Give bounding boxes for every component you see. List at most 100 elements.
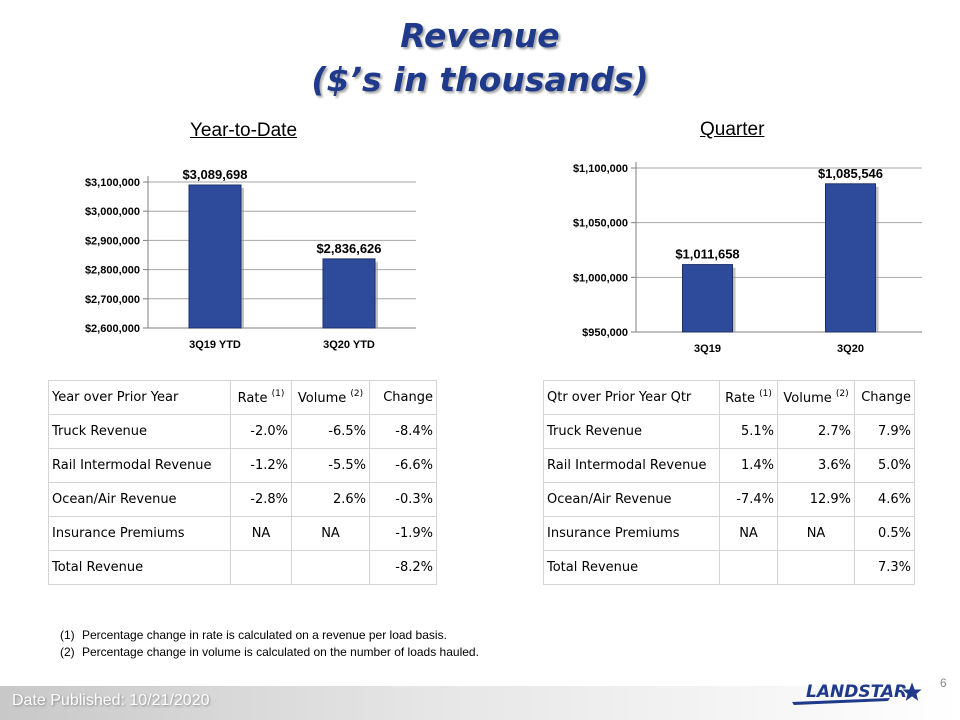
x-tick-label: 3Q20 YTD (323, 339, 375, 351)
data-label: $1,085,546 (818, 166, 883, 181)
change-cell: -8.2% (369, 550, 437, 585)
quarter-change-table: Qtr over Prior Year Qtr Rate (1) Volume … (543, 380, 915, 585)
row-label: Rail Intermodal Revenue (48, 448, 231, 483)
header-period: Qtr over Prior Year Qtr (543, 380, 720, 415)
table-row: Insurance Premiums NA NA 0.5% (543, 516, 915, 551)
volume-cell: 12.9% (777, 482, 855, 517)
landstar-logo: LANDSTAR (792, 679, 925, 705)
change-cell: 0.5% (854, 516, 915, 551)
rate-cell (719, 550, 778, 585)
table-row: Ocean/Air Revenue -2.8% 2.6% -0.3% (48, 482, 437, 517)
row-label: Truck Revenue (48, 414, 231, 449)
rate-cell (230, 550, 292, 585)
y-tick-label: $2,800,000 (85, 265, 140, 277)
volume-cell: NA (777, 516, 855, 551)
ytd-change-table: Year over Prior Year Rate (1) Volume (2)… (48, 380, 437, 585)
y-tick-label: $2,900,000 (85, 235, 140, 247)
row-label: Ocean/Air Revenue (48, 482, 231, 517)
page-title: Revenue (400, 16, 560, 55)
change-cell: 5.0% (854, 448, 915, 483)
header-period: Year over Prior Year (48, 380, 231, 415)
y-tick-label: $1,050,000 (573, 218, 628, 230)
header-rate: Rate (1) (719, 380, 778, 415)
data-label: $3,089,698 (182, 167, 247, 182)
bar (188, 184, 242, 329)
row-label: Insurance Premiums (48, 516, 231, 551)
table-row: Ocean/Air Revenue -7.4% 12.9% 4.6% (543, 482, 915, 517)
footnote-text: Percentage change in volume is calculate… (82, 645, 479, 659)
date-published: Date Published: 10/21/2020 (12, 692, 210, 709)
rate-cell: 1.4% (719, 448, 778, 483)
row-label: Rail Intermodal Revenue (543, 448, 720, 483)
row-label: Total Revenue (48, 550, 231, 585)
star-icon (899, 679, 925, 704)
table-row: Insurance Premiums NA NA -1.9% (48, 516, 437, 551)
y-tick-label: $1,100,000 (573, 163, 628, 175)
data-label: $1,011,658 (675, 247, 739, 262)
rate-cell: -2.0% (230, 414, 292, 449)
row-label: Total Revenue (543, 550, 720, 585)
table-row: Total Revenue -8.2% (48, 550, 437, 585)
x-tick-label: 3Q20 (837, 343, 864, 355)
page-number: 6 (940, 676, 947, 690)
row-label: Insurance Premiums (543, 516, 720, 551)
volume-cell: 2.7% (777, 414, 855, 449)
change-cell: 4.6% (854, 482, 915, 517)
rate-cell: NA (719, 516, 778, 551)
x-tick-label: 3Q19 (694, 343, 721, 355)
footnote-ref-1: (1) (759, 389, 772, 399)
quarter-chart-heading: Quarter (700, 119, 765, 140)
row-label: Truck Revenue (543, 414, 720, 449)
rate-cell: -7.4% (719, 482, 778, 517)
table-header-row: Year over Prior Year Rate (1) Volume (2)… (48, 380, 437, 415)
y-tick-label: $2,600,000 (85, 323, 140, 335)
volume-cell (777, 550, 855, 585)
footnote: (1) Percentage change in rate is calcula… (60, 627, 479, 644)
data-label: $2,836,626 (316, 241, 381, 256)
row-label: Ocean/Air Revenue (543, 482, 720, 517)
ytd-revenue-chart: $2,600,000 $2,700,000 $2,800,000 $2,900,000… (85, 167, 416, 351)
bar (322, 258, 376, 329)
y-tick-label: $3,100,000 (85, 177, 140, 189)
x-tick-label: 3Q19 YTD (189, 339, 241, 351)
footnote-text: Percentage change in rate is calculated … (82, 628, 447, 642)
footnote-ref-2: (2) (835, 389, 849, 399)
volume-cell (291, 550, 370, 585)
footnote-ref-2: (2) (350, 389, 364, 399)
change-cell: -6.6% (369, 448, 437, 483)
logo-wordmark: LANDSTAR (806, 682, 907, 702)
table-header-row: Qtr over Prior Year Qtr Rate (1) Volume … (543, 380, 915, 415)
footnote-number: (2) (60, 645, 75, 659)
y-tick-label: $950,000 (582, 327, 628, 339)
change-cell: -8.4% (369, 414, 437, 449)
volume-cell: 2.6% (291, 482, 370, 517)
y-tick-label: $3,000,000 (85, 206, 140, 218)
table-row: Total Revenue 7.3% (543, 550, 915, 585)
table-row: Truck Revenue 5.1% 2.7% 7.9% (543, 414, 915, 449)
volume-cell: -5.5% (291, 448, 370, 483)
header-change: Change (854, 380, 915, 415)
footnote-ref-1: (1) (271, 389, 285, 399)
table-row: Rail Intermodal Revenue 1.4% 3.6% 5.0% (543, 448, 915, 483)
volume-cell: -6.5% (291, 414, 370, 449)
ytd-chart-heading: Year-to-Date (190, 120, 298, 141)
y-tick-label: $1,000,000 (573, 272, 628, 284)
header-volume: Volume (2) (777, 380, 855, 415)
volume-cell: 3.6% (777, 448, 855, 483)
quarter-revenue-chart: $950,000 $1,000,000 $1,050,000 $1,100,000 $1… (573, 162, 922, 355)
change-cell: -0.3% (369, 482, 437, 517)
header-volume: Volume (2) (291, 380, 370, 415)
footnote-number: (1) (60, 628, 75, 642)
table-row: Rail Intermodal Revenue -1.2% -5.5% -6.6… (48, 448, 437, 483)
rate-cell: -2.8% (230, 482, 292, 517)
bar (682, 264, 733, 333)
rate-cell: NA (230, 516, 292, 551)
header-change: Change (369, 380, 437, 415)
y-tick-label: $2,700,000 (85, 294, 140, 306)
header-rate: Rate (1) (230, 380, 292, 415)
change-cell: 7.9% (854, 414, 915, 449)
footnote: (2) Percentage change in volume is calcu… (60, 644, 479, 661)
table-row: Truck Revenue -2.0% -6.5% -8.4% (48, 414, 437, 449)
rate-cell: -1.2% (230, 448, 292, 483)
change-cell: -1.9% (369, 516, 437, 551)
